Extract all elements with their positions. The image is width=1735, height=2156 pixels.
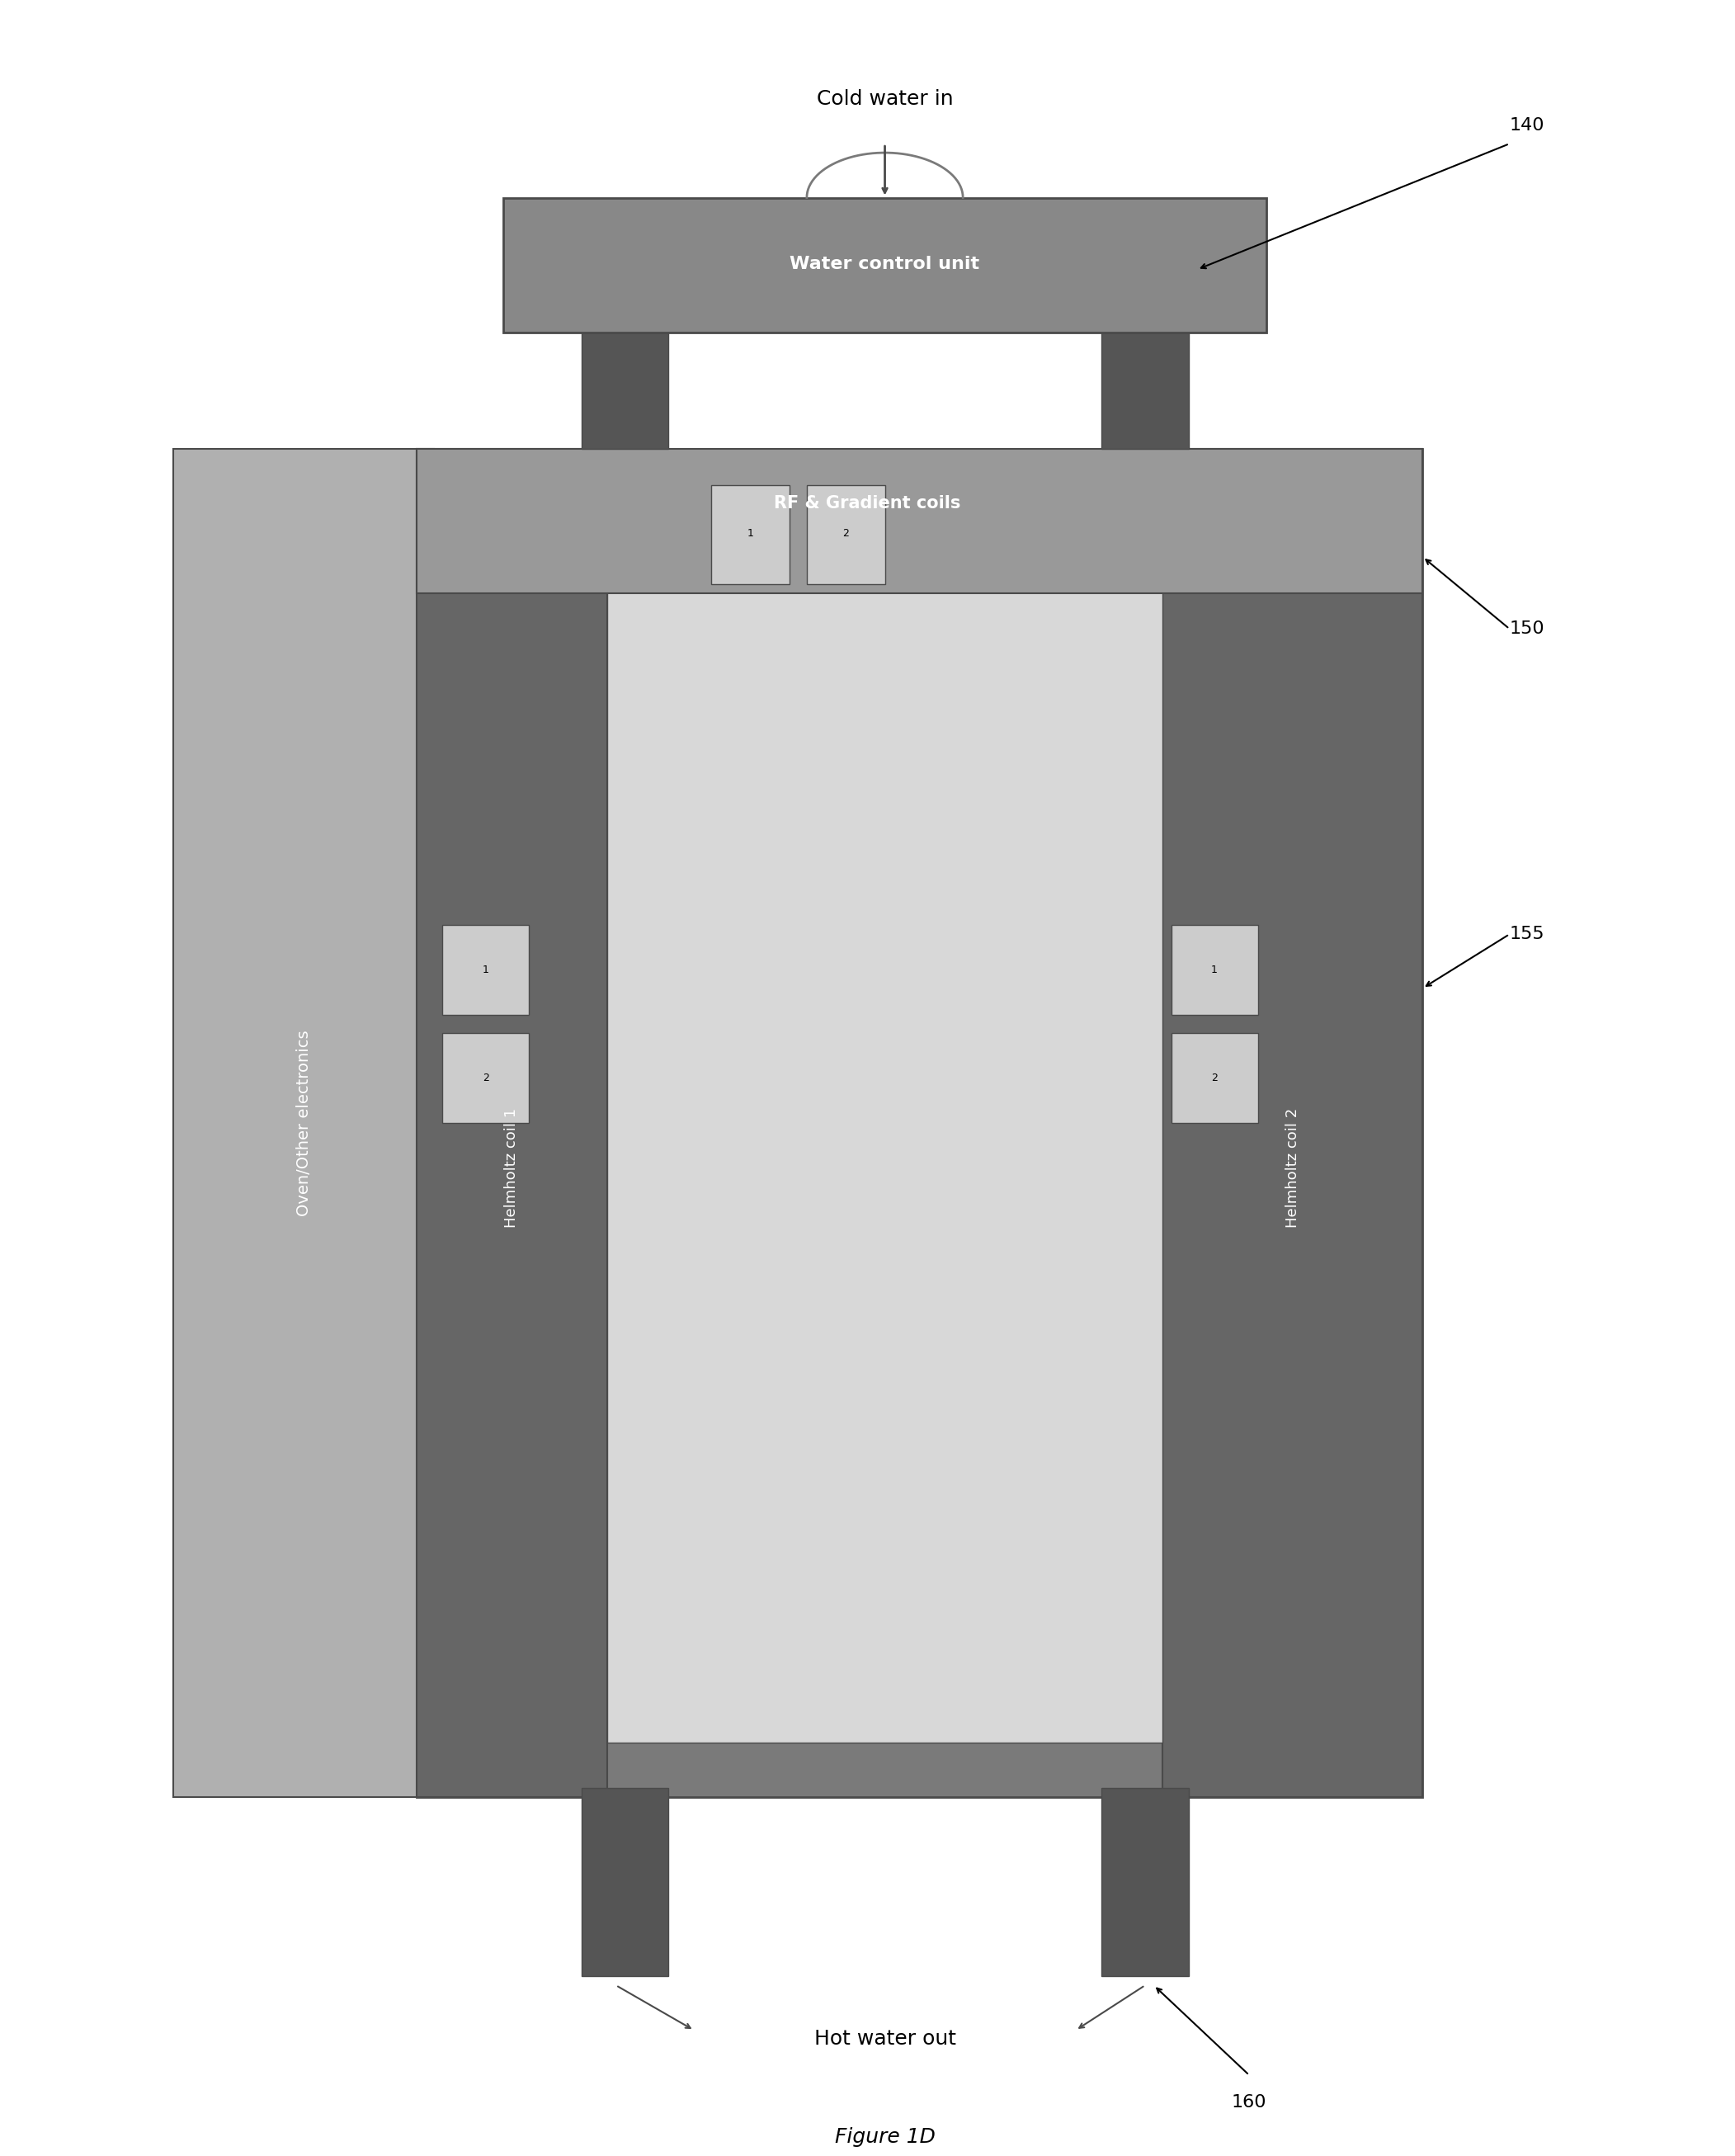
FancyBboxPatch shape [174, 448, 434, 1796]
FancyBboxPatch shape [416, 448, 607, 1796]
FancyBboxPatch shape [442, 1033, 529, 1123]
Text: Water control unit: Water control unit [789, 257, 980, 272]
Text: Oven/Other electronics: Oven/Other electronics [295, 1031, 312, 1216]
FancyBboxPatch shape [442, 925, 529, 1015]
FancyBboxPatch shape [1171, 925, 1258, 1015]
Text: 1: 1 [1211, 966, 1218, 975]
FancyBboxPatch shape [503, 198, 1267, 332]
Text: 140: 140 [1509, 119, 1544, 134]
Text: 2: 2 [843, 528, 848, 539]
FancyBboxPatch shape [1171, 1033, 1258, 1123]
Text: 1: 1 [748, 528, 753, 539]
Text: 160: 160 [1232, 2093, 1267, 2111]
FancyBboxPatch shape [607, 522, 1162, 1742]
Text: 150: 150 [1509, 621, 1544, 636]
FancyBboxPatch shape [416, 448, 1423, 593]
FancyBboxPatch shape [711, 485, 789, 584]
Text: RF & Gradient coils: RF & Gradient coils [774, 496, 961, 511]
Text: Helmholtz coil 1: Helmholtz coil 1 [505, 1108, 519, 1227]
Text: Figure 1D: Figure 1D [835, 2128, 935, 2147]
Text: Cold water in: Cold water in [817, 88, 953, 108]
FancyBboxPatch shape [1102, 332, 1188, 448]
Text: 155: 155 [1509, 927, 1544, 942]
FancyBboxPatch shape [581, 1787, 668, 1977]
FancyBboxPatch shape [807, 485, 885, 584]
Text: 1: 1 [482, 966, 489, 975]
Text: 2: 2 [1211, 1074, 1218, 1082]
Text: Hot water out: Hot water out [814, 2029, 956, 2048]
FancyBboxPatch shape [1162, 448, 1423, 1796]
Text: 2: 2 [482, 1074, 489, 1082]
Text: Helmholtz coil 2: Helmholtz coil 2 [1286, 1108, 1300, 1227]
FancyBboxPatch shape [1102, 1787, 1188, 1977]
FancyBboxPatch shape [581, 332, 668, 448]
FancyBboxPatch shape [416, 448, 1423, 1796]
